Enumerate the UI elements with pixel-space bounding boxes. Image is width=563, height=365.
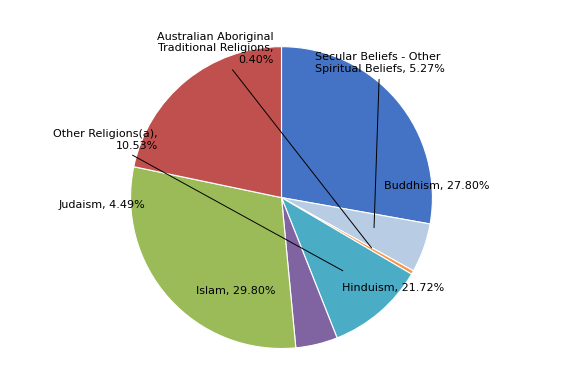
Text: Australian Aboriginal
Traditional Religions,
0.40%: Australian Aboriginal Traditional Religi…	[157, 32, 372, 248]
Wedge shape	[282, 47, 432, 224]
Text: Hinduism, 21.72%: Hinduism, 21.72%	[342, 283, 444, 293]
Wedge shape	[282, 197, 337, 348]
Text: Other Religions(a),
10.53%: Other Religions(a), 10.53%	[53, 130, 343, 271]
Text: Buddhism, 27.80%: Buddhism, 27.80%	[384, 181, 490, 191]
Wedge shape	[282, 197, 412, 338]
Text: Judaism, 4.49%: Judaism, 4.49%	[59, 200, 146, 210]
Wedge shape	[131, 167, 296, 349]
Text: Islam, 29.80%: Islam, 29.80%	[196, 286, 276, 296]
Wedge shape	[134, 47, 282, 197]
Text: Secular Beliefs - Other
Spiritual Beliefs, 5.27%: Secular Beliefs - Other Spiritual Belief…	[315, 52, 445, 228]
Wedge shape	[282, 197, 430, 271]
Wedge shape	[282, 197, 413, 274]
